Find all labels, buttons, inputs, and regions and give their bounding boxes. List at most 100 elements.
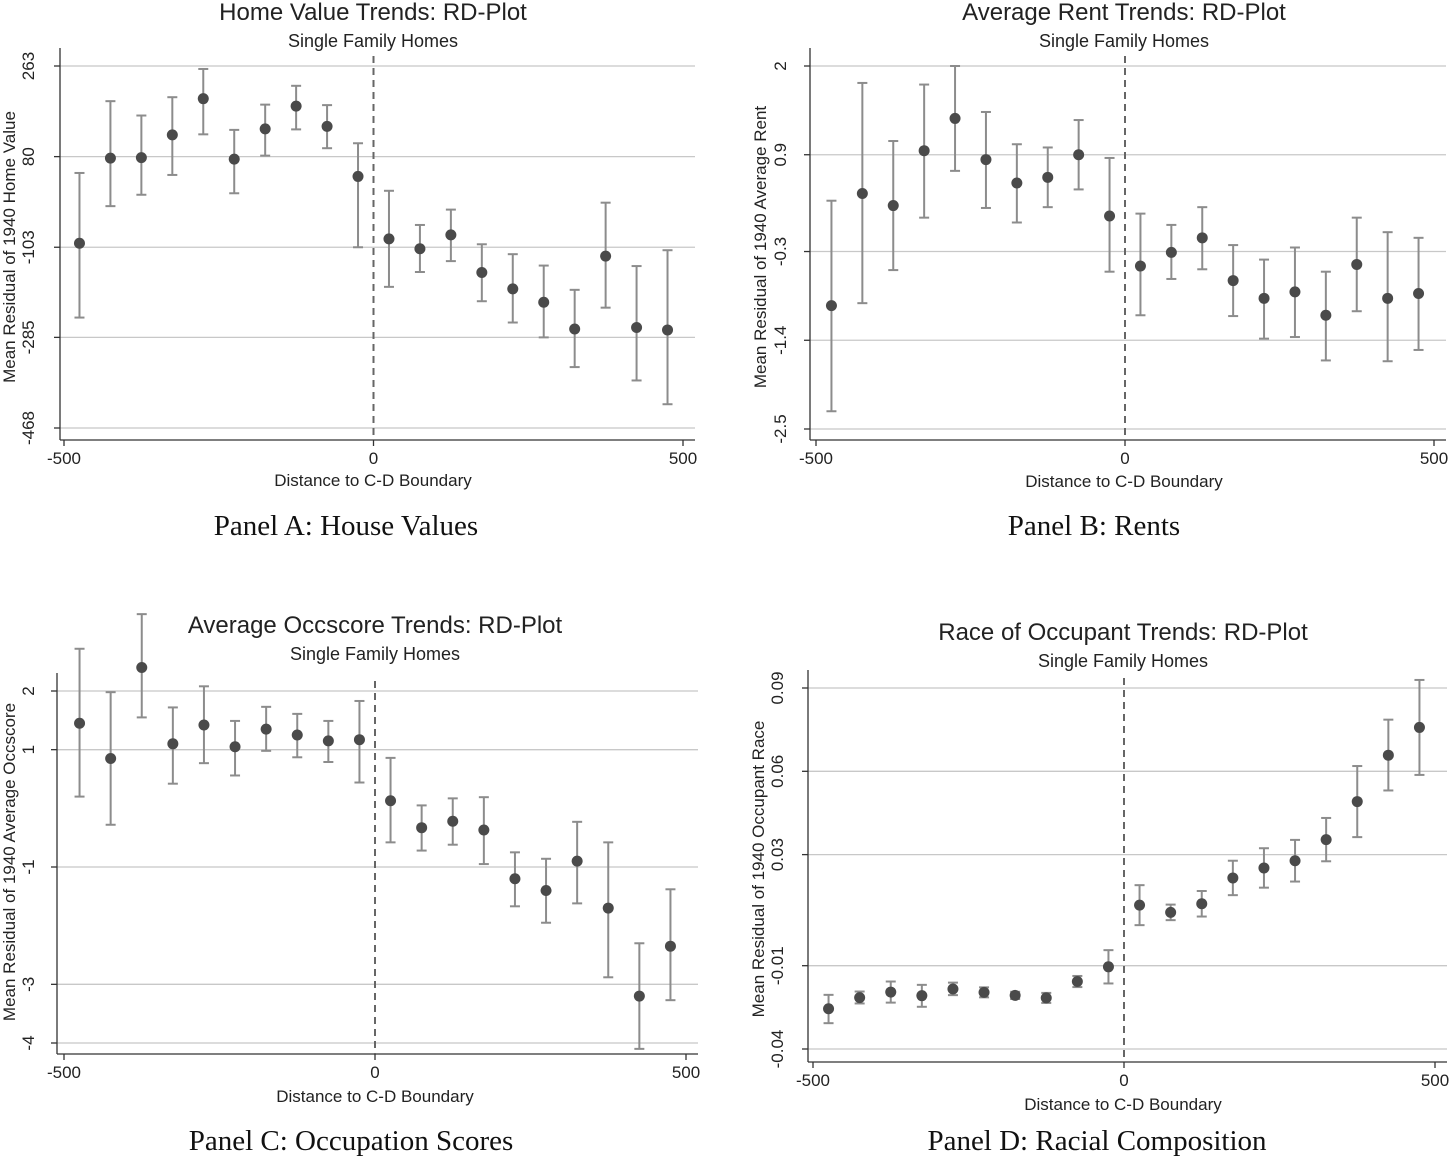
panel-a-data-point	[476, 267, 488, 279]
panel-b-data-point	[1042, 171, 1054, 183]
panel-c-data-point	[260, 723, 272, 735]
panel-b-y-tick-label: 0.9	[771, 143, 790, 167]
panel-c-data-point	[664, 940, 676, 952]
panel-b-title: Average Rent Trends: RD-Plot	[962, 0, 1286, 26]
panel-b-data-point	[1134, 260, 1146, 272]
panel-a-data-point	[507, 283, 519, 295]
panel-d-data-point	[1196, 898, 1208, 910]
panel-a-title: Home Value Trends: RD-Plot	[219, 0, 527, 26]
panel-c-subtitle: Single Family Homes	[290, 644, 460, 664]
panel-b-y-tick-label: 2	[771, 61, 790, 70]
panel-a-data-point	[259, 123, 271, 135]
panel-d-data-point	[947, 983, 959, 995]
panel-a-data-point	[352, 170, 364, 182]
panel-d-y-tick-label: -0.04	[768, 1030, 787, 1069]
panel-d-data-point	[823, 1003, 835, 1015]
panel-c-data-point	[571, 855, 583, 867]
panel-a-x-tick-label: -500	[47, 449, 81, 468]
panel-a-y-tick-label: -103	[19, 230, 38, 264]
panel-c-y-tick-label: -4	[19, 1035, 38, 1050]
panel-c-data-point	[229, 741, 241, 753]
panel-c-x-tick-label: 0	[370, 1063, 379, 1082]
panel-d-data-point	[1165, 906, 1177, 918]
panel-a-data-point	[73, 237, 85, 249]
panel-a-y-tick-label: -285	[19, 320, 38, 354]
panel-b-y-tick-label: -0.3	[771, 237, 790, 266]
panel-b-x-tick-label: 500	[1420, 449, 1448, 468]
panel-b-data-point	[825, 300, 837, 312]
panel-c-data-point	[602, 902, 614, 914]
panel-c-x-axis-label: Distance to C-D Boundary	[276, 1087, 474, 1106]
panel-d-data-point	[1289, 855, 1301, 867]
panel-d-data-point	[1227, 872, 1239, 884]
panel-d-y-tick-label: 0.06	[768, 755, 787, 788]
panel-d-plot: 0.09 0.06 0.03 -0.01 -0.04 -500 0 500	[768, 670, 1449, 1090]
panel-c-y-tick-label: 1	[19, 745, 38, 754]
panel-d-data-point	[1351, 796, 1363, 808]
panel-c-title: Average Occscore Trends: RD-Plot	[188, 612, 563, 639]
panel-b-data-point	[856, 187, 868, 199]
panel-b-data-point	[1104, 210, 1116, 222]
panel-d-data-point	[1382, 749, 1394, 761]
panel-d-data-point	[854, 992, 866, 1004]
panel-d-data-point	[1320, 834, 1332, 846]
panel-b-y-tick-label: -1.4	[771, 326, 790, 355]
panel-a-data-point	[135, 152, 147, 164]
panel-b-y-tick-label: -2.5	[771, 414, 790, 443]
panel-d-data-point	[1040, 992, 1052, 1004]
panel-c-data-point	[291, 729, 303, 741]
panel-a-y-axis-label: Mean Residual of 1940 Home Value	[0, 111, 19, 383]
panel-a-data-point	[631, 321, 643, 333]
panel-a: Home Value Trends: RD-Plot Single Family…	[0, 0, 697, 542]
panel-b-data-point	[1165, 246, 1177, 258]
panel-a-caption: Panel A: House Values	[214, 510, 478, 542]
panel-d-title: Race of Occupant Trends: RD-Plot	[938, 619, 1308, 646]
panel-c-data-point	[353, 734, 365, 746]
panel-d-y-tick-label: -0.01	[768, 946, 787, 985]
panel-d-subtitle: Single Family Homes	[1038, 651, 1208, 671]
panel-d-x-tick-label: 500	[1421, 1071, 1449, 1090]
panel-c-plot: 2 1 -1 -3 -4 -500 0 500	[19, 613, 700, 1082]
panel-a-data-point	[414, 243, 426, 255]
panel-b-data-point	[1227, 275, 1239, 287]
panel-b-data-point	[980, 154, 992, 166]
panel-a-data-point	[166, 129, 178, 141]
panel-d-data-point	[1134, 899, 1146, 911]
panel-d-y-axis-label: Mean Residual of 1940 Occupant Race	[749, 721, 768, 1018]
panel-a-data-point	[600, 250, 612, 262]
panel-b-data-point	[1382, 292, 1394, 304]
panel-a-data-point	[445, 229, 457, 241]
panel-d-data-point	[916, 990, 928, 1002]
panel-d-data-point	[978, 986, 990, 998]
panel-b-data-point	[949, 112, 961, 124]
panel-c-caption: Panel C: Occupation Scores	[189, 1125, 514, 1157]
panel-a-x-tick-label: 500	[669, 449, 697, 468]
panel-a-plot: 263 80 -103 -285 -468 -500 0 500	[19, 48, 697, 468]
panel-d-data-point	[1258, 862, 1270, 874]
panel-b: Average Rent Trends: RD-Plot Single Fami…	[751, 0, 1448, 542]
panel-a-data-point	[290, 100, 302, 112]
panel-c-data-point	[136, 662, 148, 674]
panel-d-caption: Panel D: Racial Composition	[927, 1125, 1267, 1157]
panel-d-y-tick-label: 0.03	[768, 838, 787, 871]
panel-b-x-tick-label: 0	[1120, 449, 1129, 468]
panel-c-y-tick-label: 2	[19, 686, 38, 695]
panel-b-x-axis-label: Distance to C-D Boundary	[1025, 472, 1223, 491]
panel-c: Average Occscore Trends: RD-Plot Single …	[0, 612, 700, 1157]
panel-c-data-point	[322, 735, 334, 747]
panel-a-x-tick-label: 0	[369, 449, 378, 468]
panel-b-data-point	[1289, 286, 1301, 298]
panel-a-data-point	[321, 120, 333, 132]
panel-a-subtitle: Single Family Homes	[288, 31, 458, 51]
panel-a-data-point	[104, 152, 116, 164]
panel-c-y-tick-label: -1	[19, 859, 38, 874]
panel-c-data-point	[416, 822, 428, 834]
panel-d-x-axis-label: Distance to C-D Boundary	[1024, 1095, 1222, 1114]
panel-d-data-point	[1009, 989, 1021, 1001]
panel-c-data-point	[167, 738, 179, 750]
panel-a-data-point	[569, 323, 581, 335]
panel-b-caption: Panel B: Rents	[1008, 510, 1180, 542]
panel-c-data-point	[74, 717, 86, 729]
panel-a-data-point	[197, 93, 209, 105]
